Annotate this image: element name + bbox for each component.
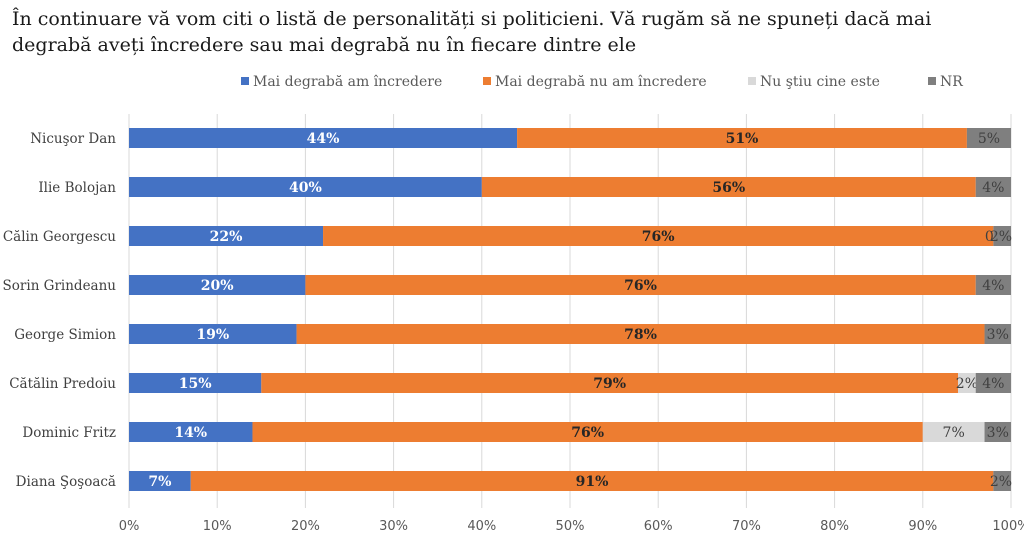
data-label: 3% bbox=[987, 425, 1009, 441]
legend-swatch bbox=[748, 77, 756, 85]
bar-segment bbox=[296, 324, 985, 344]
category-label: Cătălin Predoiu bbox=[9, 376, 116, 392]
x-tick-label: 60% bbox=[644, 519, 673, 534]
data-label: 14% bbox=[174, 425, 207, 441]
legend-label: Nu ştiu cine este bbox=[760, 74, 880, 90]
bar-segment bbox=[975, 275, 1011, 295]
bar-segment bbox=[993, 471, 1011, 491]
bar-segment bbox=[129, 275, 306, 295]
data-label: 40% bbox=[289, 180, 322, 196]
data-label: 56% bbox=[712, 180, 745, 196]
category-labels: Nicuşor Dan Ilie Bolojan Călin Georgescu So… bbox=[3, 131, 117, 490]
legend: Mai degrabă am încredere Mai degrabă nu a… bbox=[241, 74, 963, 90]
data-label: 0 bbox=[985, 229, 994, 245]
data-label: 4% bbox=[982, 180, 1004, 196]
data-label: 7% bbox=[943, 425, 965, 441]
bar-segment bbox=[966, 128, 1011, 148]
bar-segment bbox=[922, 422, 985, 442]
bars: 44% 51% 5%40% 56% 4%22% 76% 02%20% 76% 4%19% 78% 3… bbox=[129, 128, 1012, 491]
category-label: Dominic Fritz bbox=[22, 425, 116, 441]
bar-segment bbox=[984, 422, 1011, 442]
legend-swatch bbox=[483, 77, 491, 85]
data-label: 4% bbox=[982, 278, 1004, 294]
bar-segment bbox=[129, 422, 253, 442]
data-label: 51% bbox=[726, 131, 759, 147]
bar-segment bbox=[984, 324, 1011, 344]
data-label: 22% bbox=[210, 229, 243, 245]
bar-segment bbox=[129, 177, 482, 197]
data-label: 20% bbox=[201, 278, 234, 294]
category-label: Nicuşor Dan bbox=[30, 131, 116, 147]
x-tick-label: 10% bbox=[203, 519, 232, 534]
category-label: Călin Georgescu bbox=[3, 229, 116, 245]
x-tick-label: 90% bbox=[908, 519, 937, 534]
x-tick-label: 70% bbox=[732, 519, 761, 534]
bar-segment bbox=[481, 177, 976, 197]
bar-segment bbox=[975, 373, 1011, 393]
x-axis-ticks: 0% 10% 20% 30% 40% 50% 60% 70% 80% 90% 100% bbox=[119, 519, 1024, 534]
data-label: 76% bbox=[624, 278, 657, 294]
bar-segment bbox=[261, 373, 959, 393]
bar-segment bbox=[323, 226, 994, 246]
data-label: 76% bbox=[642, 229, 675, 245]
data-label: 19% bbox=[196, 327, 229, 343]
category-label: Diana Şoşoacă bbox=[16, 474, 116, 490]
data-label: 44% bbox=[307, 131, 340, 147]
x-tick-label: 80% bbox=[820, 519, 849, 534]
bar-segment bbox=[129, 324, 297, 344]
bar-segment bbox=[129, 226, 324, 246]
bar-segment bbox=[305, 275, 976, 295]
x-tick-label: 40% bbox=[467, 519, 496, 534]
legend-label: NR bbox=[940, 74, 963, 90]
data-label: 2% bbox=[990, 229, 1012, 245]
data-label: 79% bbox=[593, 376, 626, 392]
legend-swatch bbox=[928, 77, 936, 85]
chart-title: În continuare vă vom citi o listă de per… bbox=[12, 8, 932, 56]
x-tick-label: 20% bbox=[291, 519, 320, 534]
legend-label: Mai degrabă am încredere bbox=[253, 74, 442, 90]
bar-segment bbox=[252, 422, 923, 442]
x-tick-label: 0% bbox=[119, 519, 140, 534]
gridlines bbox=[128, 114, 1012, 508]
legend-label: Mai degrabă nu am încredere bbox=[495, 74, 707, 90]
bar-segment bbox=[958, 373, 976, 393]
x-tick-label: 100% bbox=[992, 519, 1024, 534]
bar-segment bbox=[129, 471, 191, 491]
category-label: George Simion bbox=[14, 327, 116, 343]
data-label: 2% bbox=[956, 376, 978, 392]
data-label: 4% bbox=[982, 376, 1004, 392]
data-label: 15% bbox=[179, 376, 212, 392]
x-tick-label: 50% bbox=[556, 519, 585, 534]
data-label: 78% bbox=[624, 327, 657, 343]
bar-segment bbox=[975, 177, 1011, 197]
x-tick-label: 30% bbox=[379, 519, 408, 534]
bar-segment bbox=[190, 471, 994, 491]
bar-segment bbox=[129, 128, 518, 148]
bar-segment bbox=[129, 373, 262, 393]
bar-segment bbox=[517, 128, 967, 148]
data-label: 91% bbox=[576, 474, 609, 490]
data-label: 5% bbox=[978, 131, 1000, 147]
legend-swatch bbox=[241, 77, 249, 85]
data-label: 3% bbox=[987, 327, 1009, 343]
data-label: 76% bbox=[571, 425, 604, 441]
data-label: 2% bbox=[990, 474, 1012, 490]
category-label: Sorin Grindeanu bbox=[3, 278, 117, 294]
category-label: Ilie Bolojan bbox=[38, 180, 116, 196]
data-label: 7% bbox=[148, 474, 171, 490]
bar-segment bbox=[993, 226, 1011, 246]
